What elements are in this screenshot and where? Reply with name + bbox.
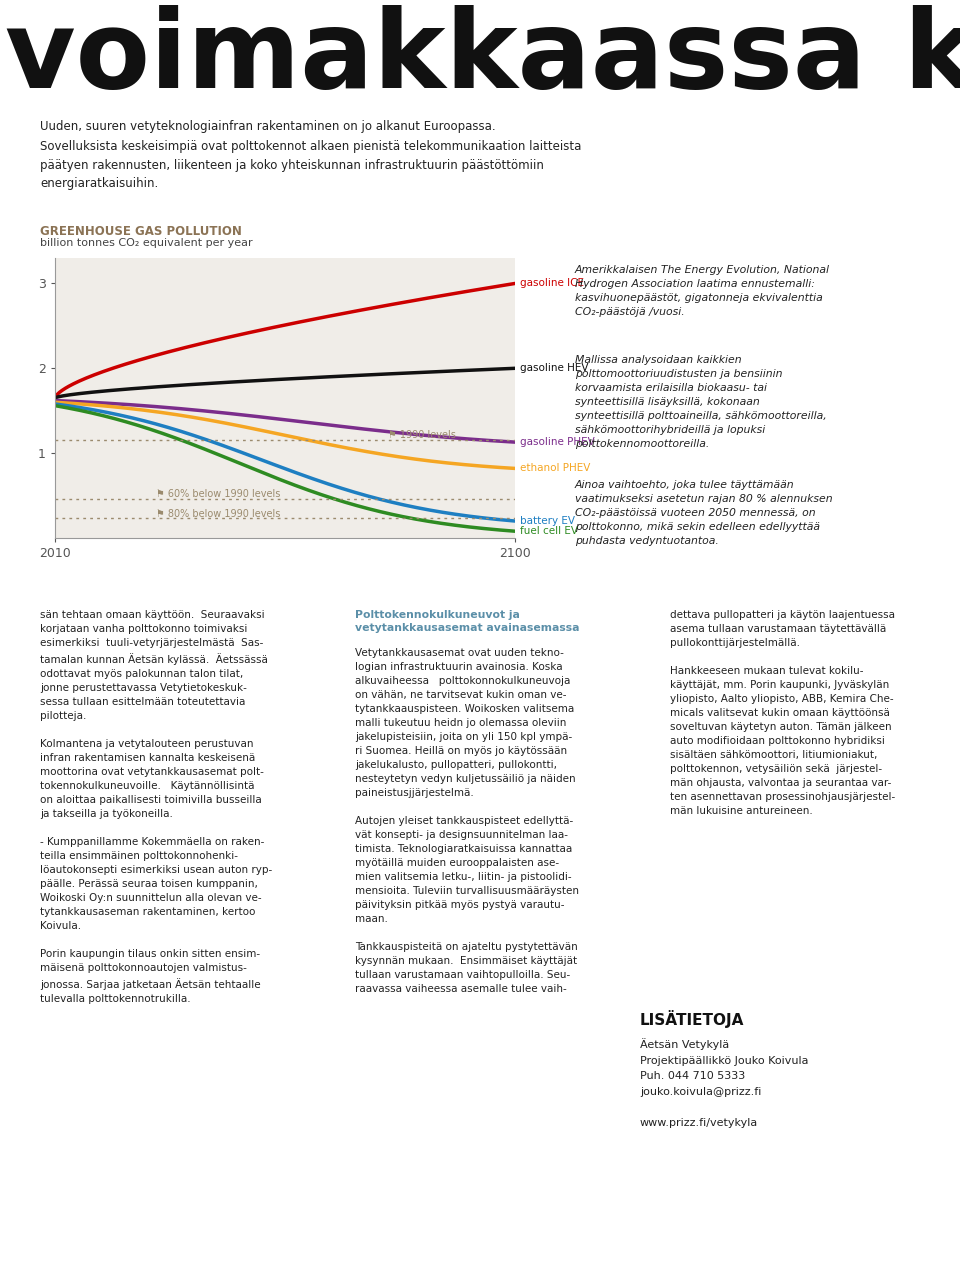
Text: Mallissa analysoidaan kaikkien
polttomoottoriuudistusten ja bensiinin
korvaamist: Mallissa analysoidaan kaikkien polttomoo… <box>575 355 827 449</box>
Text: gasoline HEV: gasoline HEV <box>519 363 588 373</box>
Text: Äetsän Vetykylä
Projektipäällikkö Jouko Koivula
Puh. 044 710 5333
jouko.koivula@: Äetsän Vetykylä Projektipäällikkö Jouko … <box>640 1039 808 1127</box>
Text: battery EV: battery EV <box>519 516 575 526</box>
Text: Uuden, suuren vetyteknologiainfran rakentaminen on jo alkanut Euroopassa.: Uuden, suuren vetyteknologiainfran raken… <box>40 120 495 133</box>
Text: Vetytankkausasemat ovat uuden tekno-
logian infrastruktuurin avainosia. Koska
al: Vetytankkausasemat ovat uuden tekno- log… <box>355 647 579 994</box>
Text: gasoline ICE: gasoline ICE <box>519 278 584 288</box>
Text: ⚑ 80% below 1990 levels: ⚑ 80% below 1990 levels <box>156 508 280 519</box>
Text: sän tehtaan omaan käyttöön.  Seuraavaksi
korjataan vanha polttokonno toimivaksi
: sän tehtaan omaan käyttöön. Seuraavaksi … <box>40 610 273 1004</box>
Text: voimakkaassa kasvussa: voimakkaassa kasvussa <box>5 5 960 111</box>
Text: GREENHOUSE GAS POLLUTION: GREENHOUSE GAS POLLUTION <box>40 225 242 238</box>
Text: ⚑ 1990 levels: ⚑ 1990 levels <box>389 430 456 440</box>
Text: Sovelluksista keskeisimpiä ovat polttokennot alkaen pienistä telekommunikaation : Sovelluksista keskeisimpiä ovat polttoke… <box>40 140 582 190</box>
Text: Polttokennokulkuneuvot ja
vetytankkausasemat avainasemassa: Polttokennokulkuneuvot ja vetytankkausas… <box>355 610 580 633</box>
Text: fuel cell EV: fuel cell EV <box>519 526 578 537</box>
Text: ⚑ 60% below 1990 levels: ⚑ 60% below 1990 levels <box>156 489 280 499</box>
Text: gasoline PHEV: gasoline PHEV <box>519 438 594 447</box>
Text: billion tonnes CO₂ equivalent per year: billion tonnes CO₂ equivalent per year <box>40 238 252 248</box>
Text: LISÄTIETOJA: LISÄTIETOJA <box>640 1010 744 1028</box>
Text: Amerikkalaisen The Energy Evolution, National
Hydrogen Association laatima ennus: Amerikkalaisen The Energy Evolution, Nat… <box>575 265 830 317</box>
Text: Ainoa vaihtoehto, joka tulee täyttämään
vaatimukseksi asetetun rajan 80 % alennu: Ainoa vaihtoehto, joka tulee täyttämään … <box>575 480 832 546</box>
Text: 7: 7 <box>908 1210 922 1229</box>
Text: dettava pullopatteri ja käytön laajentuessa
asema tullaan varustamaan täytettävä: dettava pullopatteri ja käytön laajentue… <box>670 610 896 816</box>
Text: ethanol PHEV: ethanol PHEV <box>519 463 590 474</box>
